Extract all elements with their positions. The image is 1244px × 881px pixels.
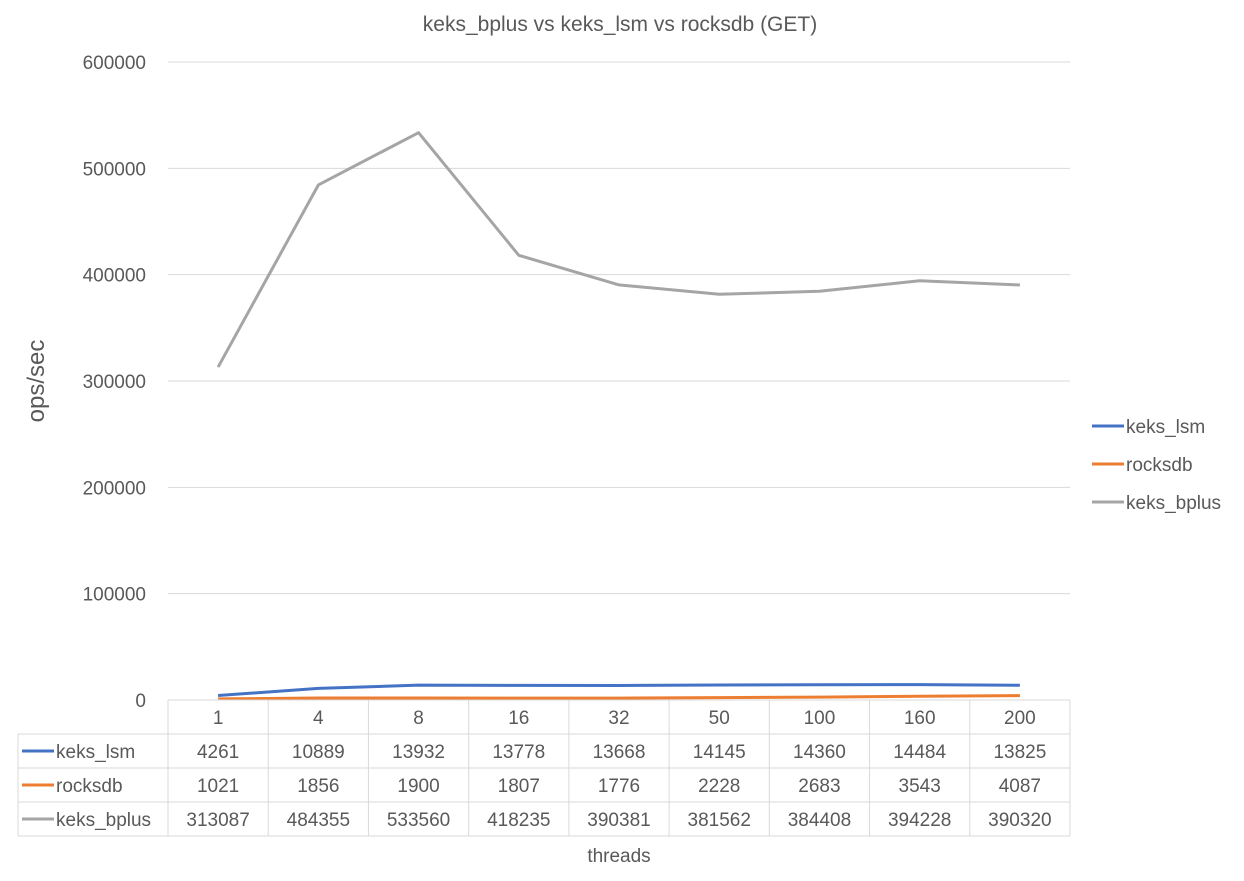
data-label: 1900 [397, 776, 439, 797]
y-tick-label: 400000 [83, 266, 146, 287]
x-tick-label: 100 [804, 708, 836, 729]
data-label: 1807 [498, 776, 540, 797]
data-table: 1 4 8 16 32 50 100 160 200 keks_lsm 4261 10889 13932… [17, 699, 1071, 837]
data-label: 390381 [587, 810, 650, 831]
series-line-keks_bplus [216, 131, 1020, 368]
data-label: 4087 [999, 776, 1041, 797]
series-line-rocksdb [218, 694, 1020, 701]
legend-label: keks_bplus [1126, 493, 1221, 514]
y-tick-label: 300000 [83, 372, 146, 393]
data-label: 418235 [487, 810, 550, 831]
data-label: 2683 [798, 776, 840, 797]
data-label: 13668 [593, 742, 646, 763]
data-label: 14484 [893, 742, 946, 763]
data-label: 13932 [392, 742, 445, 763]
x-axis-label: threads [587, 846, 650, 867]
data-label: 14145 [693, 742, 746, 763]
data-label: 1856 [297, 776, 339, 797]
table-series-label: keks_lsm [56, 742, 135, 763]
x-tick-label: 160 [904, 708, 936, 729]
data-label: 533560 [387, 810, 450, 831]
x-tick-label: 1 [213, 708, 224, 729]
chart-title: keks_bplus vs keks_lsm vs rocksdb (GET) [423, 13, 817, 36]
y-tick-label: 0 [135, 691, 146, 712]
y-tick-labels: 0 100000 200000 300000 400000 500000 600000 [83, 53, 146, 712]
table-series-label: keks_bplus [56, 810, 151, 831]
x-tick-label: 32 [608, 708, 629, 729]
y-tick-label: 100000 [83, 585, 146, 606]
data-label: 14360 [793, 742, 846, 763]
x-tick-label: 50 [709, 708, 730, 729]
legend-label: rocksdb [1126, 455, 1193, 476]
data-label: 13778 [492, 742, 545, 763]
data-label: 4261 [197, 742, 239, 763]
x-tick-label: 4 [313, 708, 324, 729]
x-tick-label: 8 [413, 708, 424, 729]
series-line-keks_lsm [218, 683, 1020, 697]
y-tick-label: 200000 [83, 478, 146, 499]
data-label: 2228 [698, 776, 740, 797]
data-label: 313087 [186, 810, 249, 831]
data-label: 484355 [287, 810, 350, 831]
data-label: 384408 [788, 810, 851, 831]
x-tick-label: 16 [508, 708, 529, 729]
data-label: 10889 [292, 742, 345, 763]
data-label: 390320 [988, 810, 1051, 831]
y-tick-label: 500000 [83, 159, 146, 180]
data-label: 3543 [899, 776, 941, 797]
data-label: 13825 [993, 742, 1046, 763]
table-series-label: rocksdb [56, 776, 123, 797]
y-axis-label: ops/sec [23, 340, 50, 423]
plot-area [216, 131, 1020, 701]
data-label: 1021 [197, 776, 239, 797]
data-label: 394228 [888, 810, 951, 831]
y-tick-label: 600000 [83, 53, 146, 74]
legend-label: keks_lsm [1126, 417, 1205, 438]
data-label: 381562 [688, 810, 751, 831]
gridlines [168, 61, 1070, 595]
data-label: 1776 [598, 776, 640, 797]
x-tick-label: 200 [1004, 708, 1036, 729]
